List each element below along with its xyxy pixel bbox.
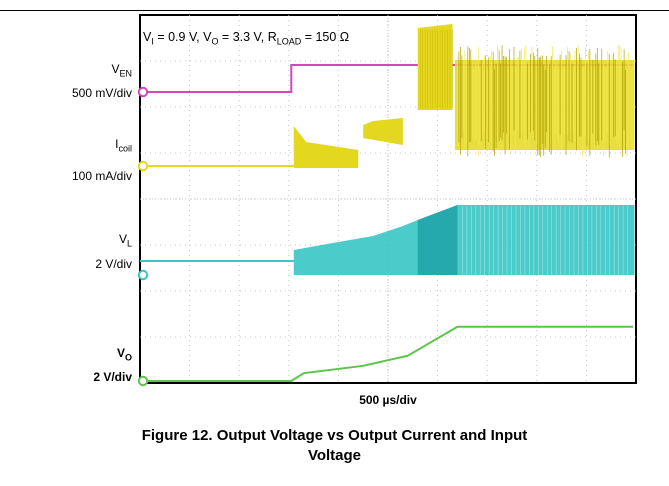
traces [140, 24, 635, 382]
test-conditions: VI = 0.9 V, VO = 3.3 V, RLOAD = 150 Ω [143, 30, 350, 47]
top-rule [0, 10, 669, 11]
time-scale-label: 500 µs/div [359, 393, 417, 407]
icoil-channel-scale: 100 mA/div [71, 169, 132, 183]
vo-channel-scale: 2 V/div [93, 370, 132, 384]
caption-line-2: Voltage [307, 447, 362, 464]
icoil-channel-name: Icoil [115, 137, 132, 154]
ven-ground-marker [137, 86, 149, 98]
icoil-burst-2 [363, 118, 403, 145]
ven-channel-name: VEN [111, 62, 132, 79]
vl-channel-scale: 2 V/div [95, 257, 132, 271]
vl-channel-name: VL [118, 232, 132, 249]
vo-trace [140, 325, 633, 382]
channel-markers [137, 86, 149, 387]
vo-ground-marker [137, 375, 149, 387]
grid [140, 15, 636, 383]
ven-channel-scale: 500 mV/div [71, 86, 132, 100]
figure-caption: Figure 12. Output Voltage vs Output Curr… [0, 426, 669, 466]
vl-switching-envelope [293, 205, 635, 275]
vl-dense-band [417, 205, 458, 275]
icoil-ground-marker [137, 160, 149, 172]
vo-channel-name: VO [116, 346, 132, 363]
vl-ground-marker [137, 269, 149, 281]
icoil-burst-1 [293, 126, 359, 168]
caption-line-1: Figure 12. Output Voltage vs Output Curr… [141, 427, 528, 444]
